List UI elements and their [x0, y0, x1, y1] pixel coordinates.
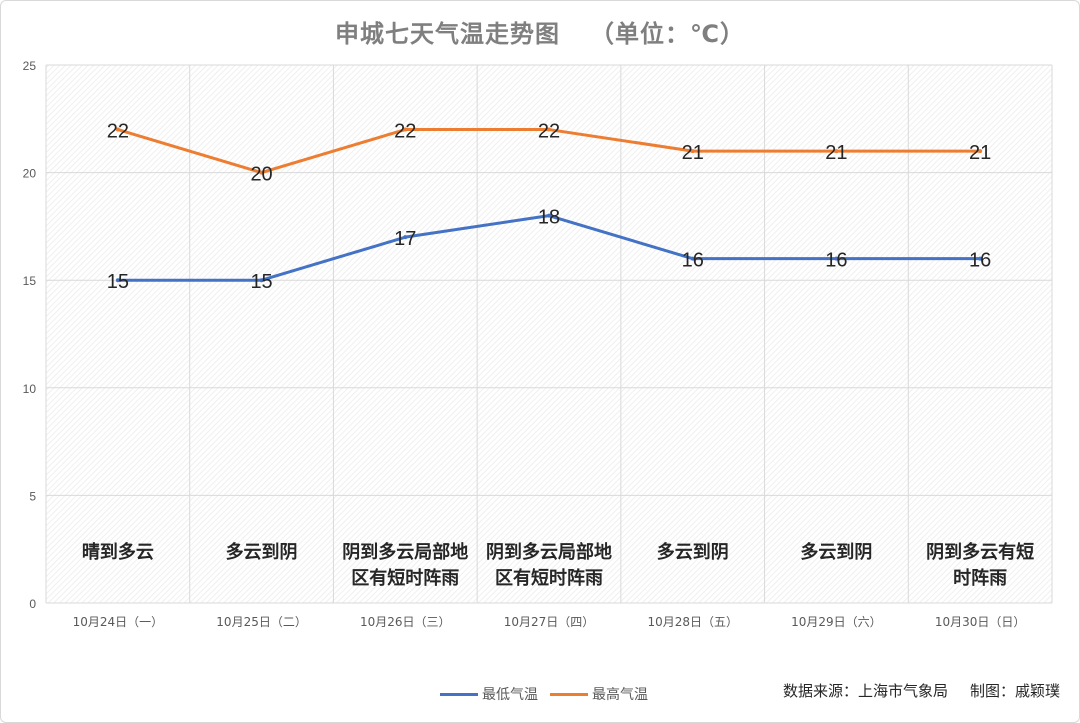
author-label: 制图：戚颖璞 [969, 682, 1060, 700]
weather-label-line: 晴到多云 [82, 541, 154, 563]
x-tick-label: 10月29日（六） [791, 615, 882, 629]
weather-label-line: 多云到阴 [226, 541, 298, 563]
legend-label-low: 最低气温 [482, 687, 538, 703]
data-point [690, 149, 695, 154]
data-point [115, 127, 120, 132]
chart-legend: 最低气温 最高气温 [440, 684, 660, 704]
chart-title: 申城七天气温走势图 （单位：℃） [0, 14, 1080, 49]
data-label: 20 [250, 164, 272, 186]
data-point [259, 278, 264, 283]
weather-label-line: 时阵雨 [953, 567, 1007, 589]
data-point [547, 213, 551, 218]
title-unit: （单位：℃） [589, 20, 746, 48]
x-tick-label: 10月30日（日） [935, 615, 1026, 629]
weather-label-line: 阴到多云局部地 [342, 541, 468, 563]
x-tick-label: 10月25日（二） [216, 615, 307, 629]
data-label: 15 [107, 271, 129, 293]
data-point [115, 278, 120, 283]
weather-label: 阴到多云局部地区有短时阵雨 [486, 541, 612, 589]
data-point [978, 256, 983, 261]
y-tick-label: 0 [29, 597, 36, 611]
legend-item-high: 最高气温 [550, 684, 648, 704]
weather-label-line: 多云到阴 [800, 541, 872, 563]
y-tick-label: 10 [23, 382, 37, 396]
y-tick-label: 25 [23, 59, 37, 73]
source-label: 数据来源：上海市气象局 [782, 682, 948, 700]
data-point [259, 170, 264, 175]
weather-label-line: 多云到阴 [657, 541, 729, 563]
legend-label-high: 最高气温 [592, 687, 648, 703]
data-label: 17 [394, 228, 416, 250]
weather-label: 晴到多云 [82, 541, 154, 563]
data-label: 21 [969, 142, 991, 164]
x-tick-label: 10月27日（四） [504, 615, 595, 629]
data-point [690, 256, 695, 261]
legend-item-low: 最低气温 [440, 684, 538, 704]
data-label: 21 [682, 142, 704, 164]
legend-swatch-high [550, 692, 588, 696]
weather-label-line: 阴到多云局部地 [486, 541, 612, 563]
weather-label-line: 阴到多云有短 [926, 541, 1034, 563]
x-tick-label: 10月28日（五） [647, 615, 738, 629]
plot-area [46, 65, 1052, 603]
title-text: 申城七天气温走势图 [334, 20, 560, 48]
data-point [834, 149, 839, 154]
data-point [403, 127, 408, 132]
weather-label: 阴到多云局部地区有短时阵雨 [342, 541, 468, 589]
data-label: 22 [538, 121, 560, 143]
weather-label: 阴到多云有短时阵雨 [926, 541, 1034, 589]
weather-label-line: 区有短时阵雨 [495, 567, 603, 589]
y-tick-label: 20 [23, 167, 37, 181]
y-tick-label: 5 [29, 489, 36, 503]
x-tick-label: 10月26日（三） [360, 615, 451, 629]
data-point [978, 149, 983, 154]
weather-label: 多云到阴 [800, 541, 872, 563]
data-label: 22 [394, 121, 416, 143]
data-point [834, 256, 839, 261]
data-label: 18 [538, 207, 560, 229]
data-label: 16 [825, 250, 847, 272]
source-note: 数据来源：上海市气象局 制图：戚颖璞 [783, 680, 1060, 701]
legend-swatch-low [440, 692, 478, 696]
data-point [547, 127, 551, 132]
data-label: 21 [825, 142, 847, 164]
weather-label: 多云到阴 [657, 541, 729, 563]
data-label: 15 [250, 271, 272, 293]
data-label: 16 [969, 250, 991, 272]
weather-label-line: 区有短时阵雨 [351, 567, 459, 589]
x-tick-label: 10月24日（一） [73, 615, 164, 629]
data-label: 22 [107, 121, 129, 143]
data-label: 16 [682, 250, 704, 272]
weather-label: 多云到阴 [226, 541, 298, 563]
y-tick-label: 15 [23, 274, 37, 288]
data-point [403, 235, 408, 240]
